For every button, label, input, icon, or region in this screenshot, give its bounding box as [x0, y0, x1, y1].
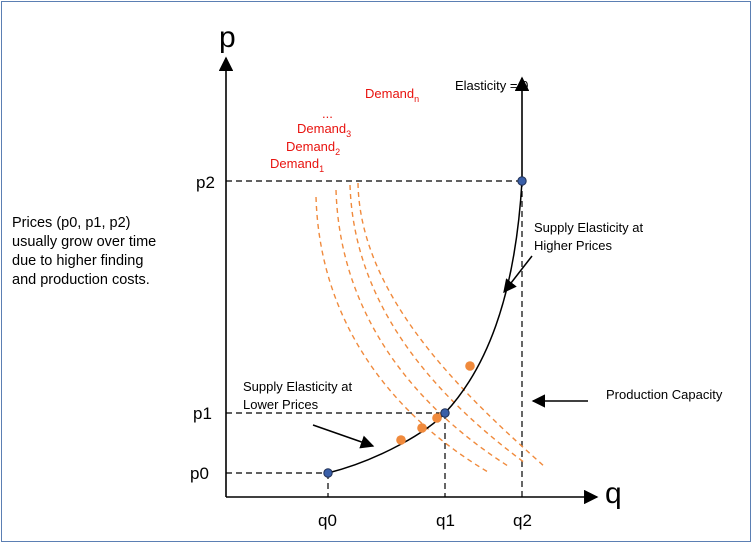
supply-low-label-line1: Supply Elasticity at	[243, 379, 352, 394]
demand-label-3: Demand3	[297, 121, 351, 139]
elasticity-zero-label: Elasticity = 0	[455, 78, 528, 93]
point-q1-p1	[440, 408, 450, 418]
demand-label-base: Demand	[270, 156, 319, 171]
side-note-line-1: Prices (p0, p1, p2)	[12, 215, 130, 231]
demand-label-subscript: 1	[319, 164, 324, 174]
supply-high-label-line2: Higher Prices	[534, 238, 613, 253]
supply-high-arrow	[503, 255, 533, 294]
equilibrium-point	[465, 361, 475, 371]
quantity-tick-q0: q0	[318, 511, 337, 530]
supply-curve	[327, 180, 523, 474]
demand-label-1: Demand1	[270, 156, 324, 174]
x-axis-letter: q	[605, 477, 622, 510]
equilibrium-point	[396, 435, 406, 445]
side-note-line-3: due to higher finding	[12, 253, 143, 269]
supply-high-label-line1: Supply Elasticity at	[534, 220, 643, 235]
demand-label-ellipsis: ...	[322, 106, 333, 121]
y-axis-letter: p	[219, 21, 236, 54]
price-tick-p2: p2	[196, 173, 215, 192]
demand-label-subscript: 2	[335, 147, 340, 157]
equilibrium-point	[417, 423, 427, 433]
price-tick-p1: p1	[193, 404, 212, 423]
price-tick-p0: p0	[190, 464, 209, 483]
demand-label-subscript: n	[414, 94, 419, 104]
quantity-tick-q2: q2	[513, 511, 532, 530]
demand-curve-1	[315, 196, 489, 473]
production-capacity-label: Production Capacity	[606, 387, 723, 402]
demand-curve-n	[357, 182, 546, 468]
side-note-line-4: and production costs.	[12, 272, 150, 288]
demand-label-2: Demand2	[286, 139, 340, 157]
demand-label-base: Demand	[365, 86, 414, 101]
quantity-tick-q1: q1	[436, 511, 455, 530]
demand-label-n: Demandn	[365, 86, 419, 104]
supply-low-arrow	[312, 424, 375, 449]
equilibrium-point	[432, 413, 442, 423]
demand-label-base: ...	[322, 106, 333, 121]
demand-label-subscript: 3	[346, 129, 351, 139]
side-note-line-2: usually grow over time	[12, 234, 156, 250]
supply-low-label-line2: Lower Prices	[243, 397, 319, 412]
demand-label-base: Demand	[286, 139, 335, 154]
point-q0-p0	[323, 468, 333, 478]
demand-curve-2	[335, 189, 509, 467]
point-q2-p2	[517, 176, 527, 186]
demand-curve-3	[349, 184, 526, 464]
demand-label-base: Demand	[297, 121, 346, 136]
